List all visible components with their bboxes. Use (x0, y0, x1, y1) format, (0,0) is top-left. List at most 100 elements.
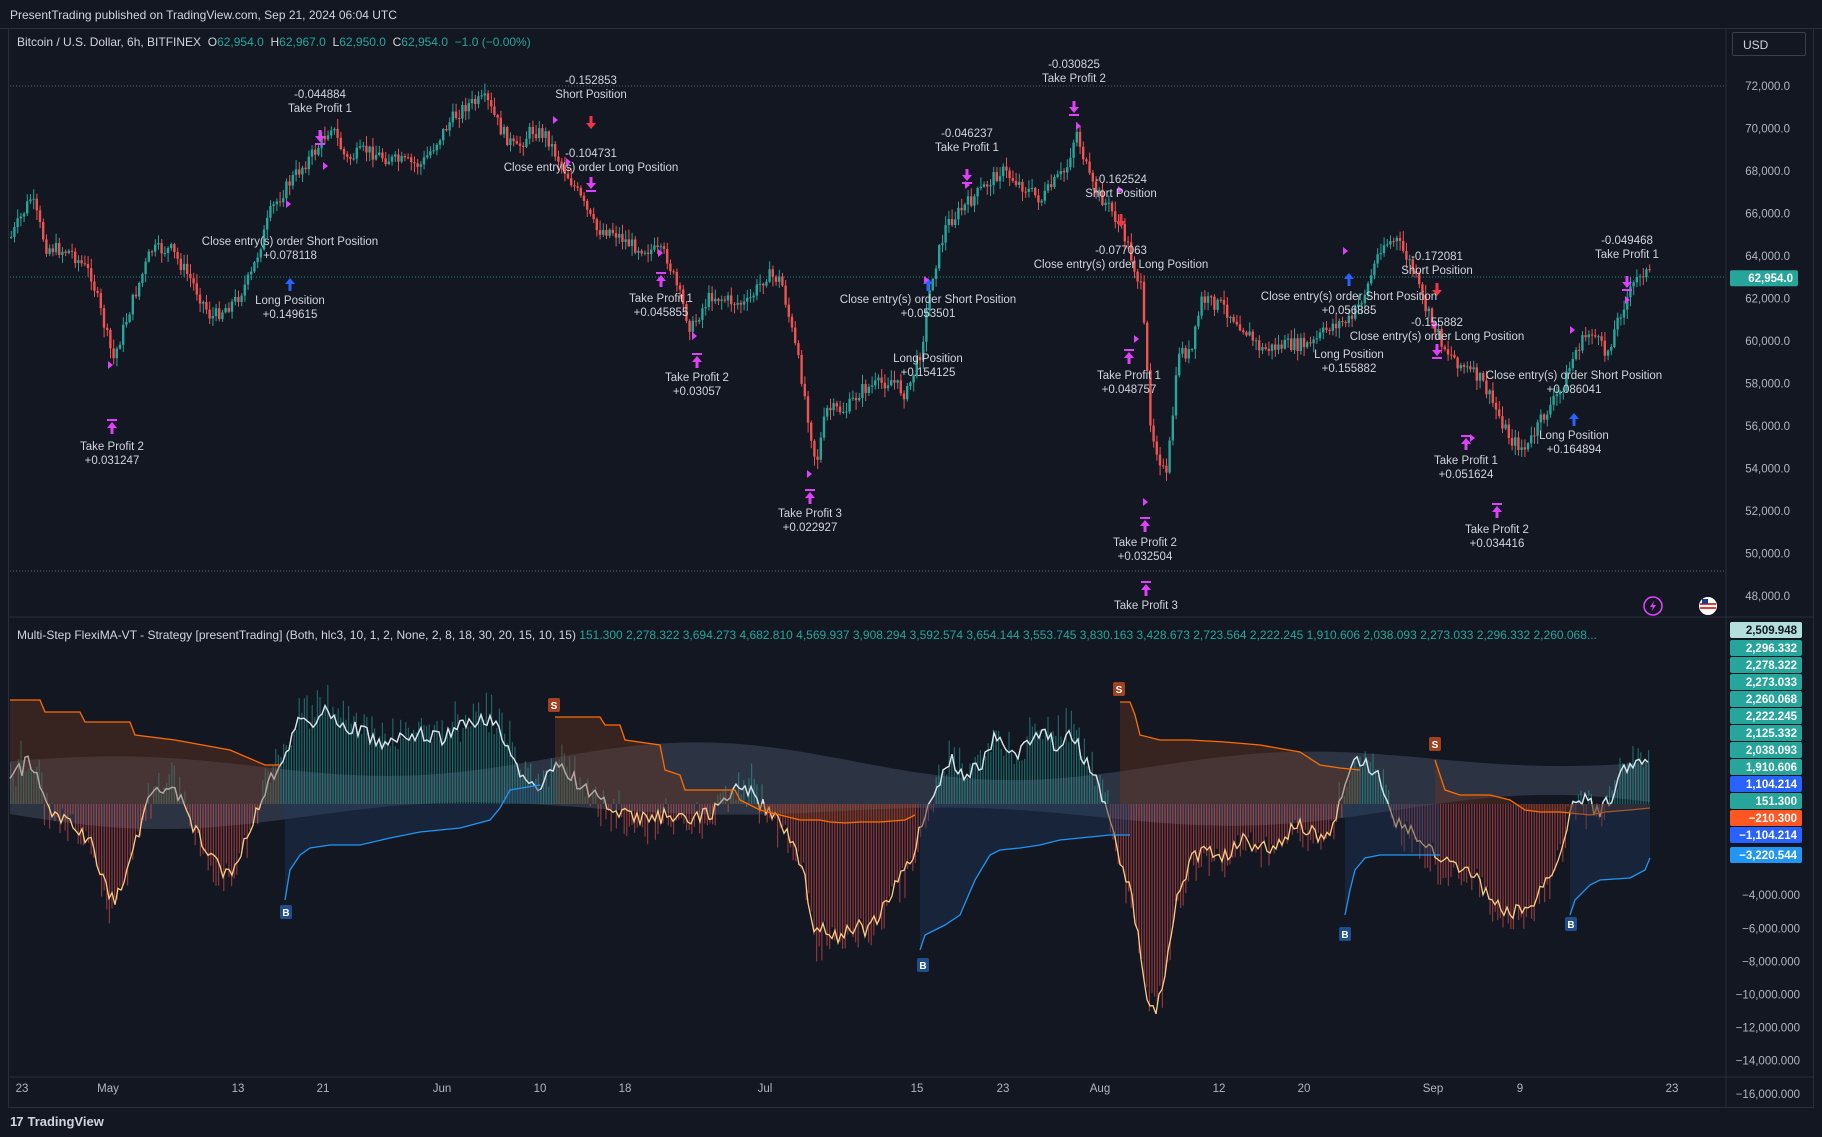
histogram-bar (231, 804, 233, 887)
signal-label-line2: +0.045855 (634, 307, 689, 319)
candle (285, 181, 288, 199)
histogram-bar (1434, 804, 1436, 865)
histogram-bar (1083, 738, 1085, 804)
open-label: O (207, 35, 218, 49)
histogram-bar (1151, 804, 1153, 994)
signal-label-line1: -0.030825 (1048, 59, 1100, 71)
histogram-bar (1138, 804, 1140, 953)
indicator-legend[interactable]: Multi-Step FlexiMA-VT - Strategy [presen… (17, 628, 1597, 642)
histogram-bar (1398, 804, 1400, 818)
candle (685, 303, 688, 321)
histogram-bar (756, 784, 758, 804)
signal-label-line2: Short Position (1401, 265, 1473, 277)
histogram-bar (1198, 804, 1200, 869)
candle (554, 144, 557, 157)
candle (1190, 349, 1194, 351)
candle (963, 204, 966, 211)
candle (432, 150, 435, 152)
candle (1491, 390, 1494, 403)
us-flag-icon[interactable] (1699, 597, 1717, 615)
candle (547, 131, 550, 147)
oscillator-pane[interactable]: S S S B B B B (9, 682, 1651, 1015)
candle (349, 156, 352, 159)
candle (528, 126, 531, 139)
histogram-bar (111, 804, 113, 909)
candle (678, 285, 682, 290)
candle (438, 140, 442, 145)
histogram-bar (1221, 804, 1223, 872)
candle (1334, 323, 1338, 329)
candle (358, 146, 362, 148)
histogram-bar (790, 804, 792, 848)
short-entry-arrow (1116, 214, 1126, 227)
candle (1194, 326, 1197, 350)
signal-label-line1: -0.155882 (1411, 317, 1463, 329)
candle (1501, 416, 1504, 429)
histogram-bar (1219, 804, 1221, 856)
lightning-icon[interactable] (1643, 596, 1663, 616)
candle (960, 207, 963, 211)
marker-letter: B (1341, 930, 1348, 941)
histogram-bar (1174, 804, 1176, 902)
candle (1005, 166, 1008, 171)
histogram-bar (1528, 804, 1530, 907)
tradingview-logo[interactable]: 17 TradingView (10, 1114, 104, 1129)
signal-label: Take Profit 2 +0.034416 (1465, 524, 1529, 550)
histogram-bar (652, 804, 654, 820)
histogram-bar (389, 745, 391, 804)
candle (422, 157, 426, 165)
candle (314, 149, 317, 155)
histogram-bar (82, 804, 84, 846)
osc-value-badge: −1,104.214 (1730, 827, 1802, 843)
osc-badge-value: 1,104.214 (1746, 779, 1798, 791)
candle (1251, 331, 1254, 341)
buy-marker: B (1339, 927, 1351, 941)
histogram-bar (543, 770, 545, 804)
histogram-bar (358, 731, 360, 804)
signal-label-line1: Take Profit 1 (629, 293, 693, 305)
histogram-bar (1473, 804, 1475, 874)
histogram-bar (392, 718, 394, 804)
candle (336, 128, 339, 138)
histogram-bar (478, 702, 480, 804)
histogram-bar (1437, 804, 1439, 885)
indicator-name: Multi-Step FlexiMA-VT - Strategy [presen… (17, 628, 576, 642)
histogram-bar (1380, 781, 1382, 804)
signal-label: Long Position +0.164894 (1539, 430, 1609, 456)
histogram-bar (647, 804, 649, 845)
histogram-bar (1143, 804, 1145, 980)
histogram-bar (792, 804, 794, 861)
price-pane[interactable] (10, 83, 1651, 481)
candle (861, 384, 864, 398)
exit-triangle-icon (1343, 247, 1348, 255)
candle (506, 126, 509, 145)
candle (32, 198, 35, 200)
histogram-bar (1315, 804, 1317, 839)
candle (563, 165, 566, 174)
histogram-bar (189, 804, 191, 827)
candle (570, 178, 573, 186)
histogram-bar (1310, 804, 1312, 841)
histogram-bar (1281, 804, 1283, 848)
axis-layer[interactable]: 72,000.0 70,000.0 68,000.0 66,000.0 64,000.0… (16, 81, 1802, 1101)
histogram-bar (459, 741, 461, 804)
histogram-bar (665, 798, 667, 804)
long-trail-line (284, 784, 541, 901)
symbol-legend[interactable]: Bitcoin / U.S. Dollar, 6h, BITFINEX O62,… (17, 35, 531, 49)
currency-button[interactable]: USD (1732, 32, 1806, 56)
candle (1475, 367, 1478, 381)
candle (739, 302, 742, 305)
histogram-bar (145, 804, 147, 821)
price-axis-label: 50,000.0 (1745, 549, 1790, 561)
candle (726, 295, 730, 301)
candle (374, 154, 378, 160)
osc-badge-value: 2,222.245 (1746, 711, 1798, 723)
osc-badge-value: 2,125.332 (1746, 728, 1797, 740)
histogram-bar (1354, 760, 1356, 804)
signal-label-line2: Take Profit 2 (1042, 73, 1106, 85)
candle (1296, 338, 1299, 352)
histogram-bar (101, 804, 103, 897)
price-axis-label: 62,000.0 (1745, 294, 1790, 306)
histogram-bar (64, 804, 66, 831)
